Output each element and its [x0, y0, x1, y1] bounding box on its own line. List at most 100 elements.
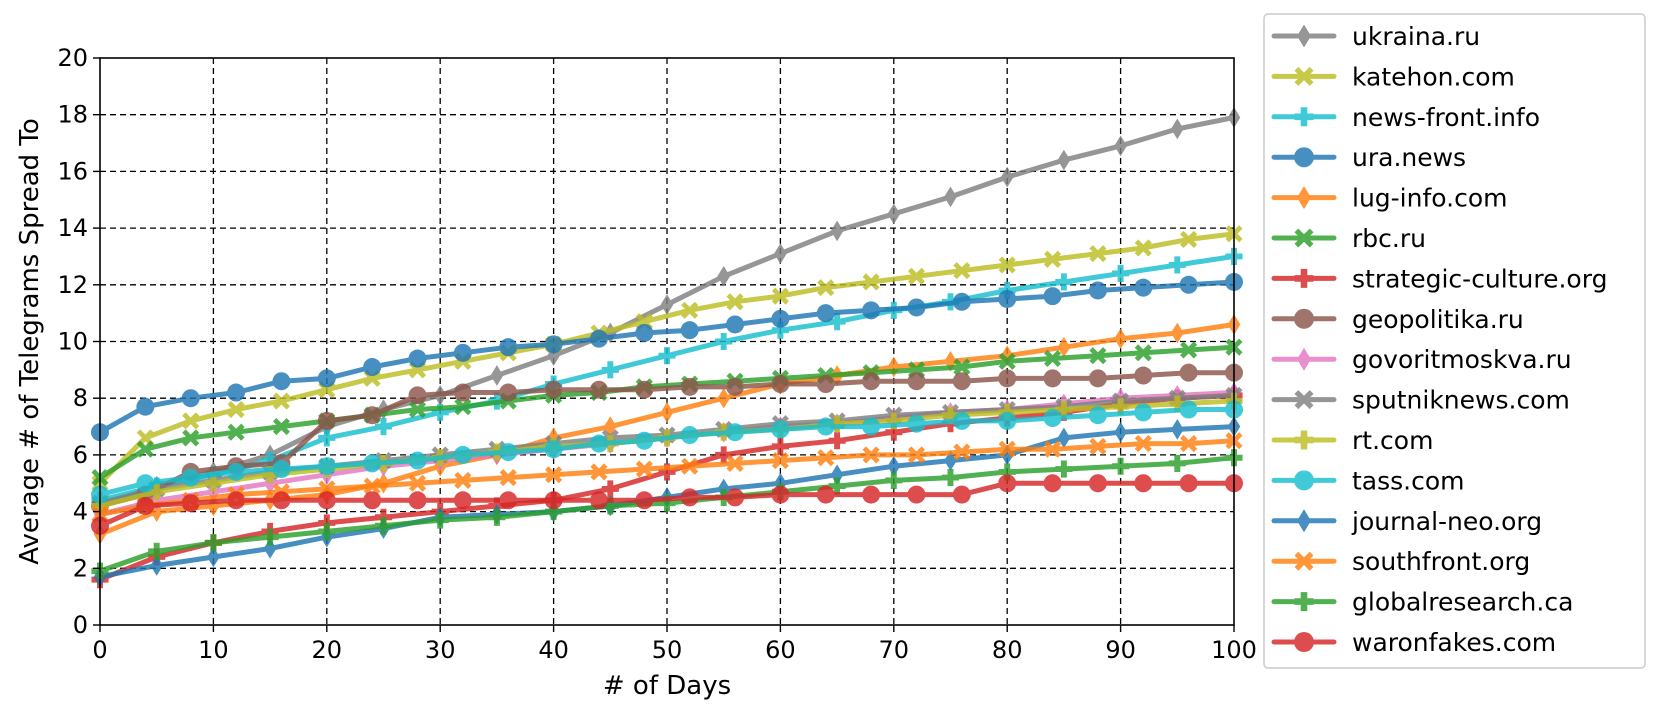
legend-swatch: [1271, 347, 1337, 371]
y-tick-label: 8: [73, 384, 88, 412]
data-point: [1134, 278, 1153, 297]
data-point: [1134, 239, 1152, 257]
data-point: [828, 313, 846, 331]
data-point: [907, 446, 926, 464]
data-point: [1055, 460, 1073, 478]
data-point: [660, 294, 674, 315]
data-point: [717, 265, 730, 287]
data-point: [136, 440, 154, 458]
data-point: [1057, 336, 1071, 358]
legend-label: sputniknews.com: [1352, 386, 1570, 415]
data-point: [771, 321, 789, 339]
data-point: [136, 496, 155, 515]
data-point: [681, 301, 699, 319]
data-point: [363, 477, 381, 495]
data-point: [1043, 287, 1062, 306]
legend-label: southfront.org: [1352, 547, 1530, 576]
x-tick-label: 90: [1105, 636, 1136, 664]
data-point: [408, 451, 427, 470]
data-point: [1088, 281, 1107, 300]
data-point: [887, 356, 901, 378]
data-point: [272, 372, 291, 391]
data-point: [431, 403, 449, 421]
legend-swatch: [1271, 308, 1337, 329]
legend-marker: [1294, 430, 1314, 450]
legend-item-strategic-culture-org: strategic-culture.org: [1271, 264, 1607, 293]
data-point: [1179, 400, 1198, 419]
data-point: [952, 292, 971, 311]
data-point: [408, 400, 427, 419]
legend-marker: [1294, 66, 1314, 86]
data-point: [272, 418, 290, 436]
data-point: [1171, 322, 1184, 344]
data-point: [907, 372, 926, 391]
data-point: [589, 380, 608, 399]
legend-swatch: [1271, 107, 1337, 127]
data-point: [1179, 474, 1198, 493]
data-point: [499, 383, 518, 402]
data-point: [680, 321, 699, 340]
data-point: [453, 491, 472, 510]
data-point: [1134, 435, 1152, 453]
legend-item-southfront-org: southfront.org: [1271, 547, 1530, 576]
legend-label: tass.com: [1352, 466, 1465, 495]
legend-item-globalresearch-ca: globalresearch.ca: [1271, 588, 1573, 617]
legend-marker: [1297, 509, 1311, 533]
data-point: [317, 369, 336, 388]
legend-label: rt.com: [1352, 426, 1433, 455]
legend-swatch: [1271, 66, 1337, 86]
data-point: [953, 358, 971, 376]
legend-label: strategic-culture.org: [1352, 264, 1607, 293]
data-point: [227, 383, 246, 402]
legend-marker: [1297, 186, 1311, 210]
data-point: [828, 477, 846, 495]
data-point: [816, 304, 835, 323]
data-point: [454, 398, 472, 416]
legend-label: ukraina.ru: [1352, 22, 1480, 51]
data-point: [1134, 344, 1152, 362]
data-point: [1168, 256, 1186, 274]
legend-swatch: [1271, 390, 1337, 410]
data-point: [771, 420, 790, 439]
legend-label: govoritmoskva.ru: [1352, 345, 1572, 374]
data-point: [545, 466, 563, 484]
data-point: [998, 474, 1017, 493]
data-point: [272, 491, 291, 510]
data-point: [431, 511, 449, 529]
legend-item-news-front-info: news-front.info: [1271, 103, 1540, 132]
data-point: [1168, 395, 1186, 413]
data-point: [182, 429, 200, 447]
data-point: [453, 383, 472, 402]
legend-swatch: [1271, 228, 1337, 248]
data-point: [453, 445, 472, 464]
data-point: [887, 455, 901, 477]
data-point: [862, 301, 881, 320]
legend-label: news-front.info: [1352, 103, 1540, 132]
data-point: [817, 279, 835, 297]
legend-swatch: [1271, 551, 1337, 571]
y-tick-label: 2: [73, 554, 88, 582]
legend-item-tass-com: tass.com: [1271, 466, 1465, 495]
data-point: [589, 491, 608, 510]
data-point: [181, 468, 200, 487]
data-point: [635, 460, 653, 478]
data-point: [589, 434, 608, 453]
data-point: [1171, 118, 1184, 140]
data-point: [998, 440, 1016, 458]
legend-item-lug-info-com: lug-info.com: [1271, 184, 1507, 213]
legend-item-geopolitika-ru: geopolitika.ru: [1271, 305, 1524, 334]
data-point: [1114, 135, 1127, 157]
data-point: [658, 494, 676, 512]
data-point: [1043, 474, 1062, 493]
data-point: [862, 372, 881, 391]
data-point: [907, 267, 926, 285]
x-tick-label: 100: [1211, 636, 1257, 664]
data-point: [544, 440, 563, 459]
data-point: [589, 329, 608, 348]
data-point: [658, 347, 676, 365]
legend-label: ura.news: [1352, 143, 1466, 172]
data-point: [1179, 363, 1198, 382]
data-point: [998, 463, 1016, 481]
y-tick-label: 0: [73, 611, 88, 639]
